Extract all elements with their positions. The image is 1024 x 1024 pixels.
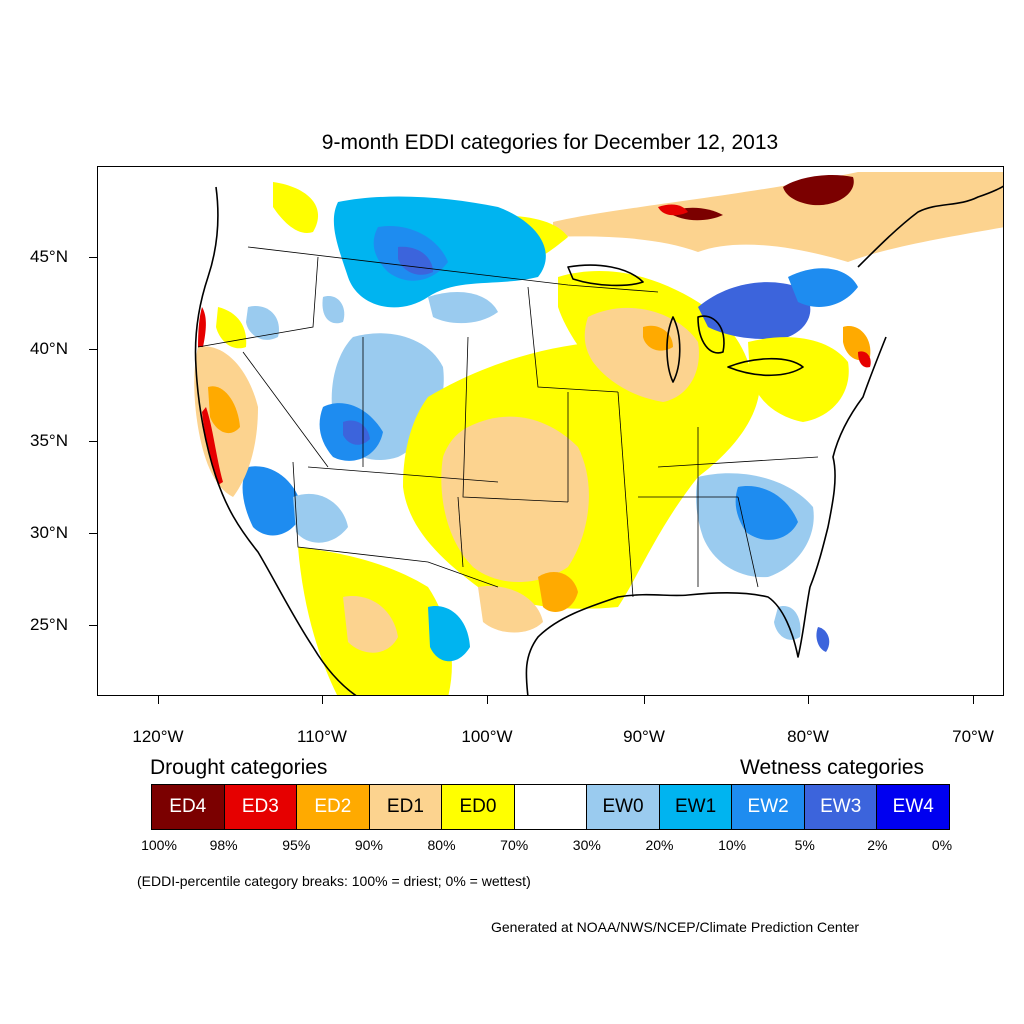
- region-ew1-mexico: [428, 606, 470, 662]
- y-tick-label: 40°N: [30, 339, 68, 358]
- x-tick-label: 100°W: [461, 727, 513, 746]
- region-ed0-prairie: [273, 182, 319, 233]
- region-ed3-coast-south: [202, 407, 223, 485]
- legend-swatch-ew4: EW4: [877, 785, 950, 829]
- legend-break-label: 5%: [794, 837, 815, 853]
- region-ew0-idaho: [246, 306, 279, 340]
- legend-break-label: 100%: [141, 837, 177, 853]
- x-tick-110: [322, 696, 323, 704]
- drought-heading: Drought categories: [150, 756, 328, 779]
- region-ed1-michigan: [584, 307, 699, 402]
- region-ed2-lakes: [643, 325, 673, 351]
- x-tick-120: [158, 696, 159, 704]
- x-tick-label: 90°W: [623, 727, 665, 746]
- category-note: (EDDI-percentile category breaks: 100% =…: [137, 873, 531, 889]
- region-ed3-newengland: [858, 351, 871, 368]
- x-tick-label: 70°W: [952, 727, 994, 746]
- x-tick-label: 80°W: [787, 727, 829, 746]
- region-ed3-ontario: [658, 204, 688, 216]
- region-ed2-texas: [538, 572, 578, 612]
- state-borders: [197, 246, 819, 598]
- legend-break-label: 10%: [718, 837, 747, 853]
- wetness-heading: Wetness categories: [740, 756, 925, 779]
- region-ew3-ontario-east: [698, 282, 811, 339]
- legend-swatch-ew3: EW3: [804, 785, 878, 829]
- region-ed4-quebec: [783, 175, 854, 206]
- region-ew1-arizona: [242, 466, 303, 536]
- x-tick-label: 120°W: [132, 727, 184, 746]
- x-tick-70: [973, 696, 974, 704]
- region-ew3-florida-west: [816, 627, 830, 652]
- y-tick-label: 45°N: [30, 247, 68, 266]
- y-tick-35: [89, 441, 97, 442]
- legend-swatch-ed0: ED0: [442, 785, 515, 829]
- x-tick-90: [644, 696, 645, 704]
- region-ed3-coast: [198, 307, 206, 347]
- coastline-outline: [194, 185, 1003, 695]
- legend-break-label: 2%: [867, 837, 888, 853]
- credit-line: Generated at NOAA/NWS/NCEP/Climate Predi…: [491, 919, 860, 935]
- region-ed0-california: [216, 307, 247, 349]
- region-ew0-arizona: [293, 493, 348, 543]
- legend-swatch-ew2: EW2: [732, 785, 805, 829]
- legend-swatch-ed2: ED2: [297, 785, 370, 829]
- region-ew0-wyoming: [322, 296, 345, 324]
- y-tick-45: [89, 257, 97, 258]
- x-tick-label: 110°W: [297, 727, 347, 746]
- region-ed1-texas-south: [478, 586, 543, 633]
- y-tick-30: [89, 533, 97, 534]
- region-ew2-ontario-east: [788, 268, 858, 307]
- legend-break-label: 95%: [282, 837, 311, 853]
- legend-break-label: 98%: [209, 837, 238, 853]
- region-ed1-mexico: [343, 596, 398, 653]
- map-title: 9-month EDDI categories for December 12,…: [321, 131, 779, 154]
- x-tick-100: [487, 696, 488, 704]
- region-ed0-northeast: [748, 337, 849, 422]
- y-tick-40: [89, 349, 97, 350]
- y-tick-label: 30°N: [30, 523, 68, 542]
- legend-break-label: 80%: [427, 837, 456, 853]
- legend-color-bar: ED4 ED3 ED2 ED1 ED0 EW0 EW1 EW2 EW3 EW4: [151, 784, 950, 830]
- y-tick-label: 35°N: [30, 431, 68, 450]
- region-ew1-southeast: [735, 486, 798, 540]
- region-ew0-north: [428, 292, 498, 324]
- region-ed1-canada: [553, 172, 1003, 262]
- legend-swatch-ed1: ED1: [369, 785, 443, 829]
- legend-swatch-ed3: ED3: [224, 785, 298, 829]
- map-canvas: [194, 172, 1003, 695]
- legend-break-label: 20%: [645, 837, 674, 853]
- y-tick-25: [89, 625, 97, 626]
- legend-swatch-ed4: ED4: [152, 785, 225, 829]
- legend-swatch-ew1: EW1: [659, 785, 733, 829]
- legend-break-label: 0%: [931, 837, 953, 853]
- legend-break-label: 70%: [500, 837, 529, 853]
- region-ed2-california: [208, 386, 240, 434]
- y-tick-label: 25°N: [30, 615, 68, 634]
- region-ed2-newengland: [843, 326, 871, 361]
- x-tick-80: [808, 696, 809, 704]
- legend-break-label: 90%: [354, 837, 383, 853]
- eddi-map: [97, 166, 1004, 696]
- legend-swatch-ew0: EW0: [587, 785, 660, 829]
- legend-break-label: 30%: [572, 837, 601, 853]
- legend-swatch-neutral: [514, 785, 588, 829]
